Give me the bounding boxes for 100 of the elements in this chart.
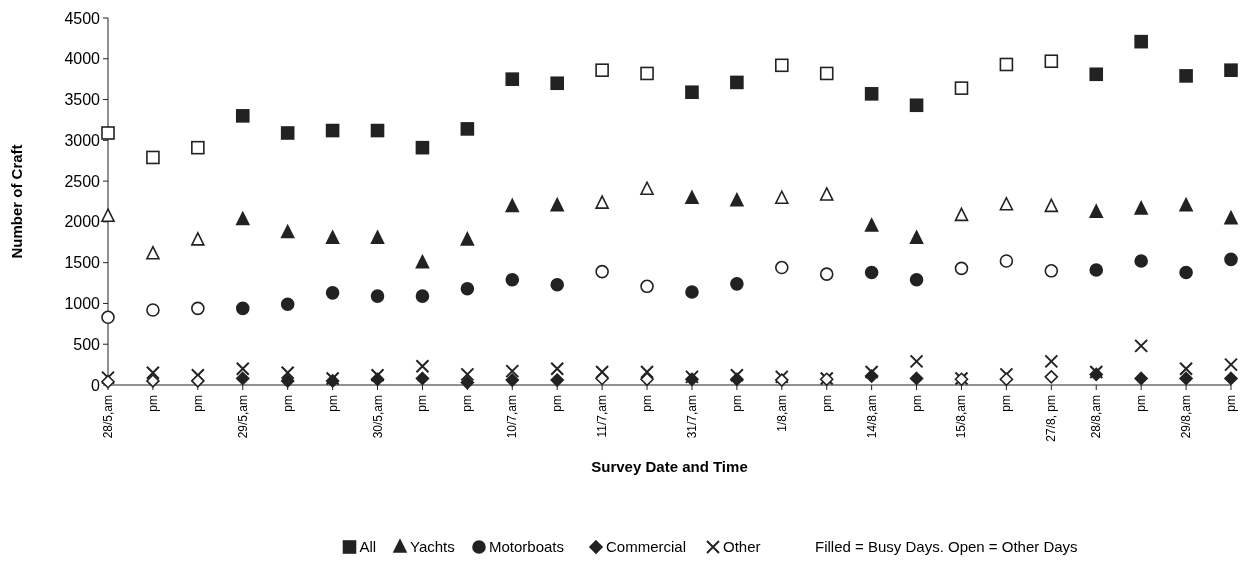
- point: [280, 365, 295, 380]
- point: [460, 232, 475, 246]
- point: [730, 75, 744, 90]
- point: [415, 371, 430, 386]
- point: [775, 190, 789, 205]
- point: [1134, 371, 1148, 386]
- point: [909, 371, 924, 386]
- y-tick-label: 3500: [64, 91, 101, 109]
- point: [595, 264, 609, 279]
- legend-label: Motorboats: [489, 538, 565, 556]
- point: [235, 371, 250, 386]
- point: [685, 85, 699, 100]
- x-tick-label: 28/8,am: [1089, 395, 1104, 439]
- point: [146, 245, 160, 260]
- text: Filled = Busy Days. Open = Other Days: [815, 538, 1078, 556]
- point: [640, 66, 654, 81]
- point: [999, 372, 1014, 387]
- point: [370, 230, 385, 244]
- x-tick-label: 15/8,am: [954, 395, 969, 439]
- point: [1224, 357, 1238, 372]
- x-tick-label: 1/8,am: [774, 395, 789, 432]
- point: [146, 150, 160, 165]
- legend-label: Commercial: [606, 538, 687, 556]
- point: [640, 364, 655, 379]
- x-tick-label: 30/5,am: [370, 395, 385, 439]
- point: [460, 122, 475, 136]
- point: [146, 303, 160, 317]
- point: [999, 254, 1014, 268]
- point: [1179, 265, 1193, 280]
- point: [460, 375, 475, 390]
- x-tick-label: pm: [999, 395, 1014, 412]
- x-tick-label: pm: [145, 395, 160, 412]
- point: [235, 109, 250, 123]
- point: [730, 192, 744, 207]
- x-tick-label: pm: [1134, 395, 1149, 412]
- point: [415, 140, 430, 155]
- point: [595, 63, 609, 77]
- point: [640, 279, 654, 294]
- point: [864, 364, 879, 379]
- point: [775, 373, 789, 387]
- y-axis-title: Number of Craft: [8, 144, 25, 259]
- point: [370, 289, 385, 303]
- point: [685, 190, 699, 205]
- x-tick-label: pm: [550, 395, 565, 412]
- point: [280, 297, 295, 312]
- point: [505, 72, 520, 86]
- x-tick-label: pm: [909, 395, 924, 412]
- point: [325, 123, 340, 138]
- x-tick-label: pm: [190, 395, 205, 412]
- point: [325, 230, 340, 244]
- point: [775, 260, 789, 275]
- x-tick-label: 28/5,am: [101, 395, 115, 439]
- point: [1134, 201, 1148, 215]
- point: [101, 310, 115, 325]
- point: [685, 285, 699, 299]
- legend-label: All: [359, 538, 377, 556]
- point: [1134, 338, 1149, 353]
- x-tick-label: 31/7,am: [684, 395, 699, 439]
- point: [595, 364, 610, 379]
- point: [595, 195, 609, 209]
- point: [415, 289, 430, 303]
- y-tick-label: 1000: [64, 295, 101, 313]
- point: [1089, 204, 1104, 218]
- y-tick-label: 4500: [64, 9, 101, 27]
- point: [505, 198, 520, 213]
- point: [550, 277, 564, 292]
- point: [550, 197, 564, 212]
- point: [235, 301, 250, 316]
- point: [505, 272, 520, 287]
- x-tick-label: pm: [280, 395, 295, 412]
- point: [909, 98, 924, 113]
- point: [191, 301, 205, 316]
- point: [550, 373, 564, 387]
- x-tick-label: 10/7,am: [505, 395, 520, 439]
- y-tick-label: 500: [73, 335, 101, 353]
- y-tick-label: 2000: [64, 213, 101, 231]
- point: [954, 207, 969, 222]
- point: [1089, 67, 1104, 82]
- point: [999, 57, 1014, 72]
- point: [460, 281, 475, 296]
- x-tick-label: 27/8, pm: [1044, 395, 1059, 442]
- point: [909, 354, 924, 369]
- point: [145, 365, 160, 380]
- point: [1044, 198, 1059, 213]
- y-tick-label: 2500: [64, 172, 101, 190]
- point: [1044, 354, 1059, 369]
- point: [640, 372, 654, 387]
- legend-label: Other: [723, 538, 761, 556]
- point: [550, 76, 564, 91]
- point: [864, 265, 879, 280]
- point: [909, 230, 924, 244]
- point: [1179, 371, 1193, 386]
- point: [460, 367, 475, 382]
- point: [775, 58, 789, 73]
- point: [1224, 371, 1238, 386]
- point: [1044, 54, 1059, 69]
- point: [1224, 210, 1238, 225]
- point: [1044, 264, 1059, 278]
- x-tick-label: pm: [460, 395, 475, 412]
- point: [101, 208, 115, 222]
